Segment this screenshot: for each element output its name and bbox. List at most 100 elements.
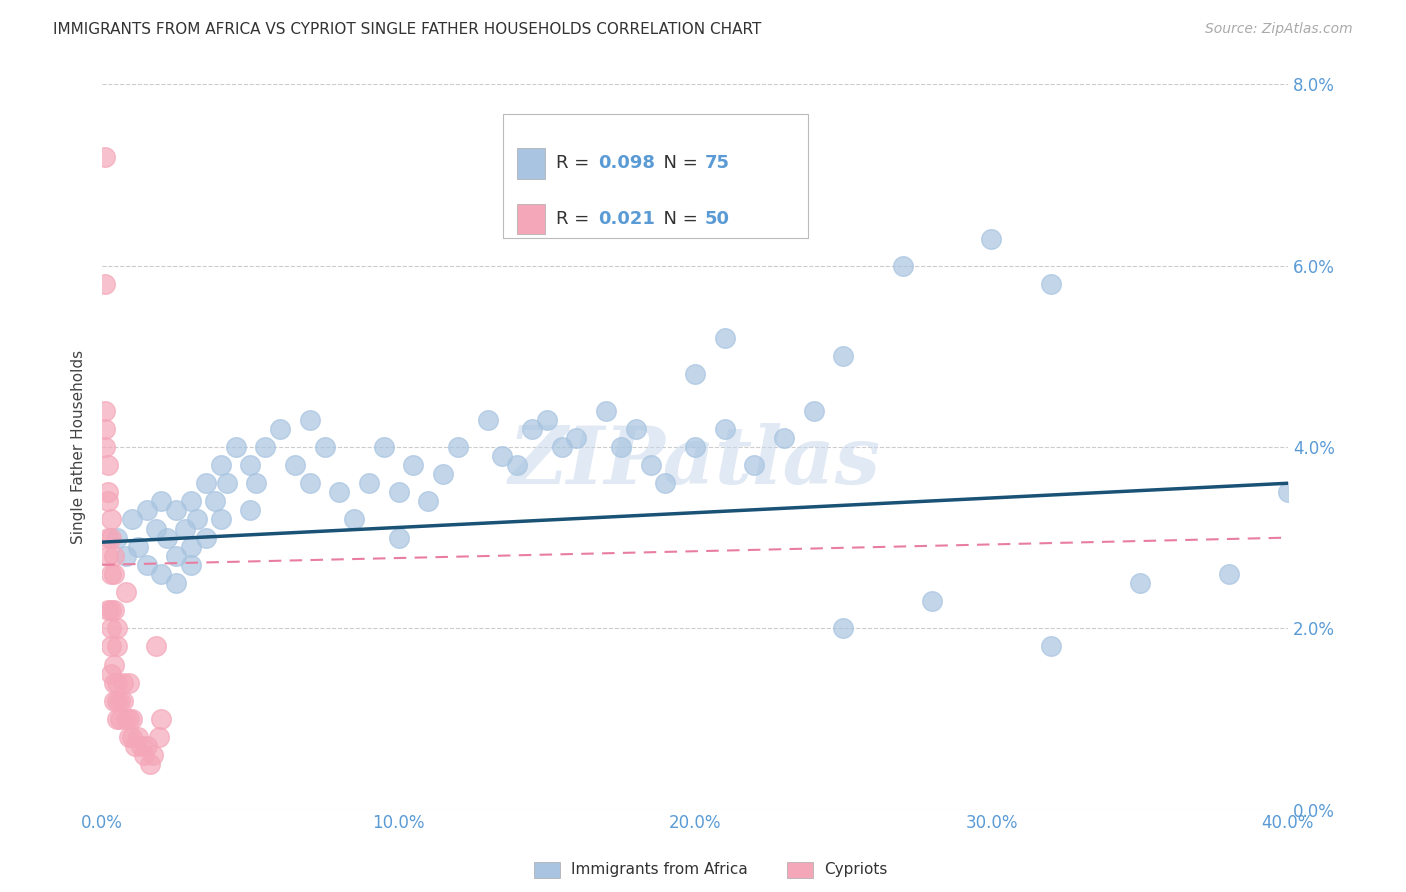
Point [118,730,141,744]
Point [1039,640,1062,654]
Point [121,712,143,726]
Point [97,603,120,617]
Point [506,458,529,472]
Point [115,549,138,563]
Point [121,730,143,744]
Point [115,712,138,726]
Point [124,739,146,753]
Point [595,213,617,227]
Point [103,657,125,672]
Point [209,458,232,472]
Point [683,368,706,382]
Point [97,549,120,563]
Point [105,621,128,635]
Point [100,640,122,654]
Point [921,594,943,608]
Point [105,531,128,545]
Point [132,748,155,763]
Point [536,413,558,427]
Text: 0.021: 0.021 [599,210,655,228]
Point [610,440,633,454]
Point [105,640,128,654]
Point [135,503,157,517]
Point [477,413,499,427]
Text: 0.098: 0.098 [599,154,655,172]
Point [624,422,647,436]
Point [314,440,336,454]
Point [127,730,149,744]
Point [103,566,125,581]
Point [121,512,143,526]
Point [298,413,321,427]
Point [150,566,173,581]
Point [239,458,262,472]
Text: 50: 50 [706,210,730,228]
Point [100,666,122,681]
Point [174,522,197,536]
Point [388,485,411,500]
Point [127,540,149,554]
Point [165,576,187,591]
Point [803,403,825,417]
Text: Source: ZipAtlas.com: Source: ZipAtlas.com [1205,22,1353,37]
Point [118,712,141,726]
Point [373,440,395,454]
Point [447,440,470,454]
Point [111,694,134,708]
Point [135,558,157,572]
Point [100,512,122,526]
Point [388,531,411,545]
Point [891,259,914,273]
Point [105,712,128,726]
Point [832,621,855,635]
Point [118,675,141,690]
Point [94,422,117,436]
Point [97,485,120,500]
Point [194,531,217,545]
Point [209,512,232,526]
Point [1277,485,1299,500]
Point [100,531,122,545]
Point [215,476,238,491]
Point [111,675,134,690]
Point [180,558,202,572]
Point [225,440,247,454]
Point [138,757,160,772]
Point [328,485,350,500]
Point [150,494,173,508]
Point [284,458,307,472]
Text: R =: R = [557,210,595,228]
Point [980,231,1002,245]
Point [94,440,117,454]
Point [298,476,321,491]
Text: ZIPatlas: ZIPatlas [509,423,882,500]
Point [156,531,179,545]
Point [135,739,157,753]
Point [654,476,676,491]
Text: IMMIGRANTS FROM AFRICA VS CYPRIOT SINGLE FATHER HOUSEHOLDS CORRELATION CHART: IMMIGRANTS FROM AFRICA VS CYPRIOT SINGLE… [53,22,762,37]
Text: 75: 75 [706,154,730,172]
Text: R =: R = [557,154,595,172]
Point [180,494,202,508]
Point [100,566,122,581]
Y-axis label: Single Father Households: Single Father Households [72,350,86,544]
Point [165,503,187,517]
Point [640,458,662,472]
Point [239,503,262,517]
Point [150,712,173,726]
Text: Cypriots: Cypriots [824,863,887,877]
Point [105,675,128,690]
Point [565,431,588,445]
Text: N =: N = [652,210,703,228]
Point [94,403,117,417]
Point [94,277,117,291]
Text: N =: N = [652,154,703,172]
Point [402,458,425,472]
Point [145,522,167,536]
Point [103,603,125,617]
Point [624,186,647,201]
Point [148,730,170,744]
Point [204,494,226,508]
Point [713,422,735,436]
Point [186,512,208,526]
